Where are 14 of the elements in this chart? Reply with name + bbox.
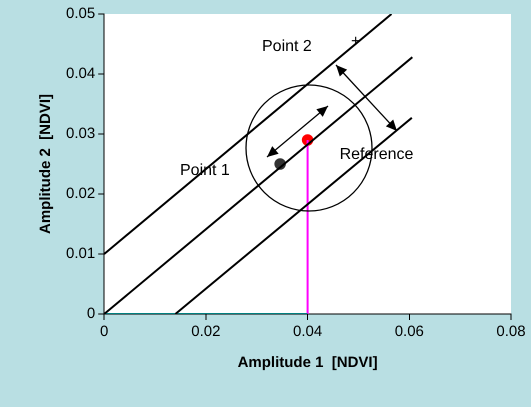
x-tick-label: 0.06	[394, 323, 424, 340]
y-tick-label: 0.01	[66, 245, 96, 262]
y-tick-label: 0.02	[66, 185, 96, 202]
x-tick-label: 0	[100, 323, 108, 340]
x-tick-label: 0.04	[292, 323, 322, 340]
y-axis-title: Amplitude 2 [NDVI]	[37, 94, 54, 234]
y-tick-label: 0.05	[66, 5, 96, 22]
y-tick-label: 0.04	[66, 65, 96, 82]
x-axis-title: Amplitude 1 [NDVI]	[238, 354, 378, 372]
y-tick-label: 0.03	[66, 125, 96, 142]
y-tick-label: 0	[86, 305, 96, 322]
x-tick-label: 0.08	[496, 323, 526, 340]
x-tick-label: 0.02	[191, 323, 220, 340]
annotation: Point 2	[262, 38, 312, 56]
